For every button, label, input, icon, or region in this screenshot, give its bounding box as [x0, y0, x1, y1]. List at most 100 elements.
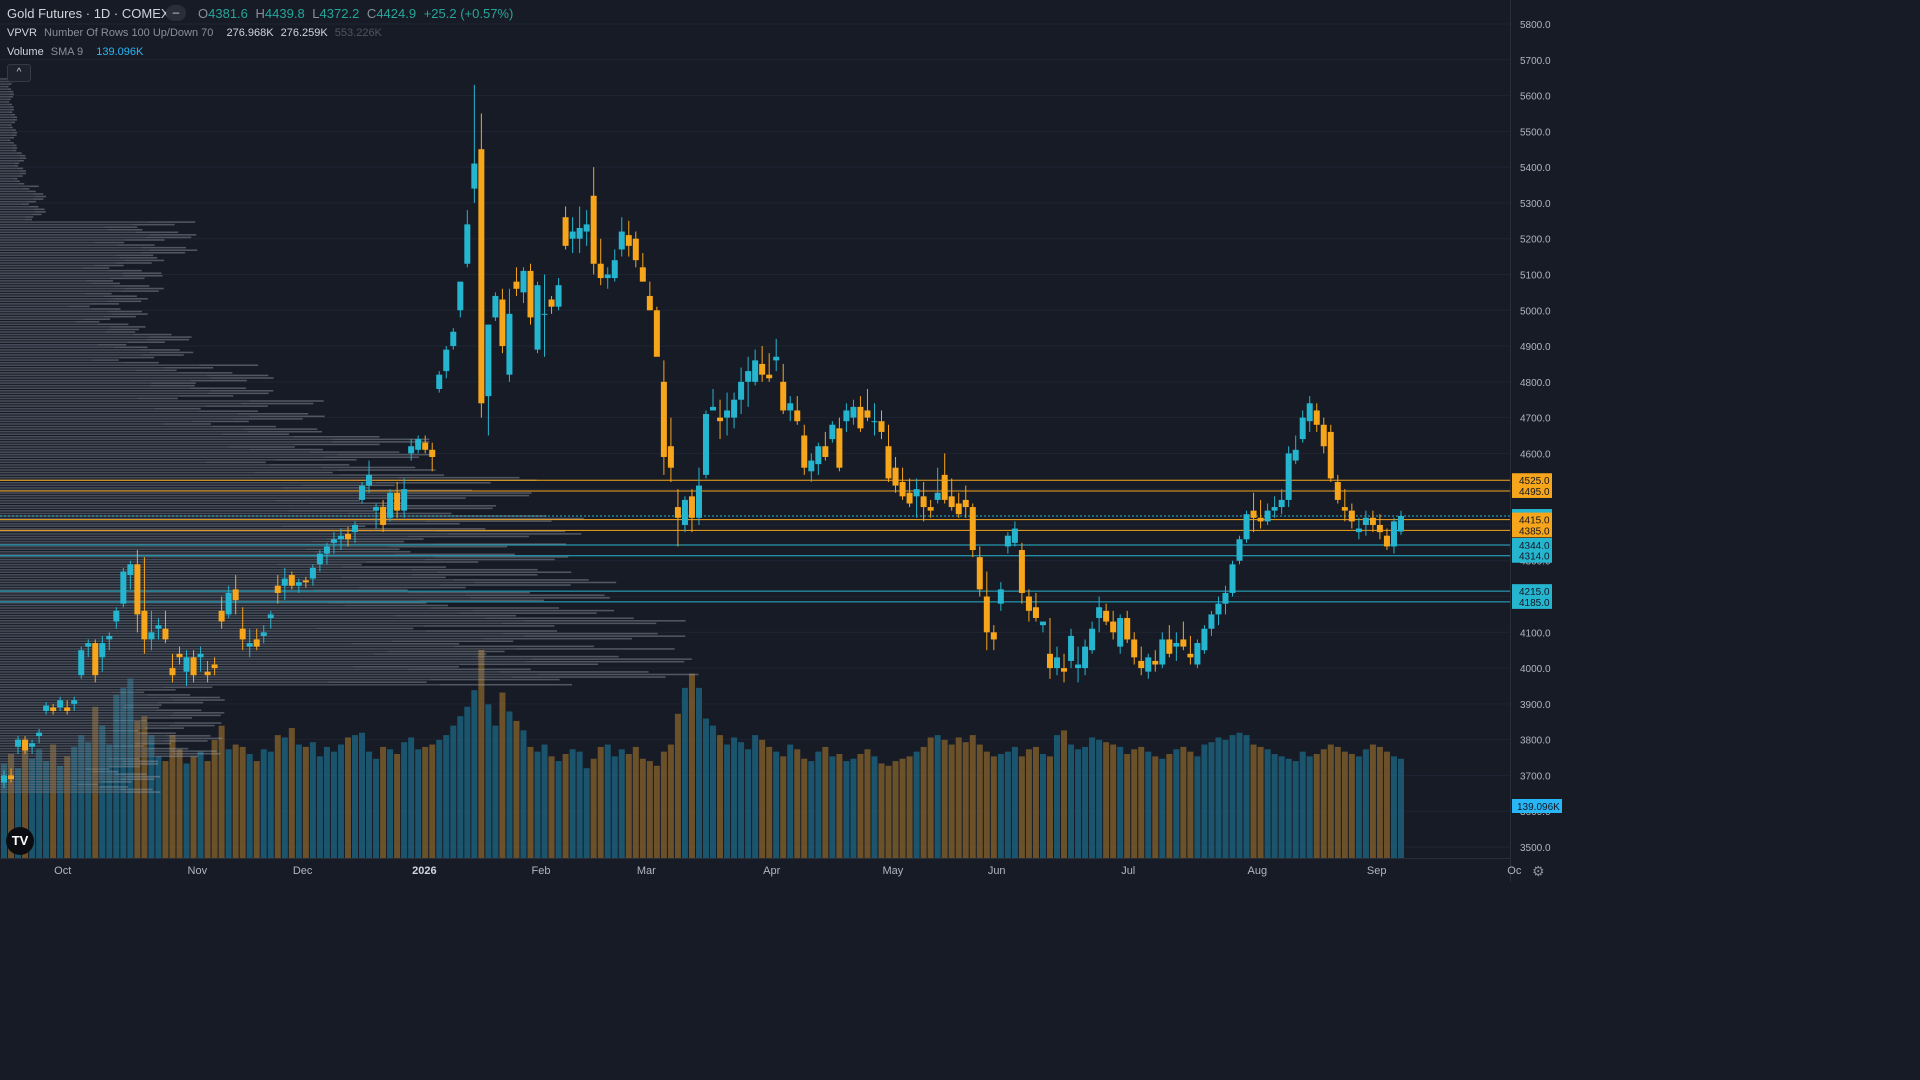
candle-body[interactable] [1278, 499, 1285, 508]
candle-body[interactable] [387, 492, 394, 518]
candle-body[interactable] [450, 331, 457, 347]
candle-body[interactable] [218, 610, 225, 622]
candle-body[interactable] [344, 533, 351, 540]
candle-body[interactable] [1264, 510, 1271, 522]
candle-body[interactable] [773, 356, 780, 361]
candle-body[interactable] [1166, 639, 1173, 654]
candle-body[interactable] [1236, 539, 1243, 561]
candle-body[interactable] [948, 496, 955, 508]
vpvr-legend[interactable]: VPVR Number Of Rows 100 Up/Down 70 276.9… [7, 27, 386, 39]
candle-body[interactable] [260, 632, 267, 636]
candle-body[interactable] [1306, 403, 1313, 422]
candle-body[interactable] [211, 664, 218, 669]
candle-body[interactable] [731, 399, 738, 418]
candle-body[interactable] [99, 643, 106, 658]
candle-body[interactable] [1208, 614, 1215, 629]
candle-body[interactable] [983, 596, 990, 633]
candle-body[interactable] [927, 507, 934, 511]
candle-body[interactable] [1103, 610, 1110, 622]
candle-body[interactable] [1341, 507, 1348, 511]
candle-body[interactable] [1383, 535, 1390, 547]
candle-body[interactable] [1257, 517, 1264, 522]
candle-body[interactable] [1292, 449, 1299, 461]
candle-body[interactable] [794, 410, 801, 422]
candle-body[interactable] [274, 585, 281, 593]
candle-body[interactable] [955, 503, 962, 515]
candle-body[interactable] [583, 224, 590, 232]
candle-body[interactable] [1075, 664, 1082, 669]
candle-body[interactable] [436, 374, 443, 389]
candle-body[interactable] [836, 428, 843, 468]
candle-body[interactable] [57, 700, 64, 708]
candle-body[interactable] [1145, 657, 1152, 672]
symbol-title[interactable]: Gold Futures · 1D · COMEX [7, 6, 170, 21]
candle-body[interactable] [1250, 510, 1257, 518]
candle-body[interactable] [499, 299, 506, 347]
candle-body[interactable] [815, 446, 822, 465]
candle-body[interactable] [78, 650, 85, 676]
candle-body[interactable] [548, 299, 555, 307]
candle-body[interactable] [590, 195, 597, 264]
candle-body[interactable] [162, 628, 169, 640]
candle-body[interactable] [1025, 596, 1032, 611]
candle-body[interactable] [316, 553, 323, 565]
candle-body[interactable] [295, 582, 302, 586]
candle-body[interactable] [373, 507, 380, 511]
candle-body[interactable] [120, 571, 127, 604]
candle-body[interactable] [1089, 628, 1096, 651]
candle-body[interactable] [688, 496, 695, 518]
candle-body[interactable] [850, 406, 857, 418]
candle-body[interactable] [302, 580, 309, 583]
gear-icon[interactable]: ⚙ [1532, 863, 1545, 879]
candle-body[interactable] [667, 446, 674, 468]
volume-legend[interactable]: Volume SMA 9 139.096K [7, 46, 147, 58]
candle-body[interactable] [1131, 639, 1138, 658]
candle-body[interactable] [22, 739, 29, 751]
candle-body[interactable] [1152, 660, 1159, 665]
candle-body[interactable] [148, 632, 155, 640]
candle-body[interactable] [962, 499, 969, 508]
candle-body[interactable] [653, 310, 660, 357]
candle-body[interactable] [190, 657, 197, 676]
candle-body[interactable] [1299, 417, 1306, 440]
candle-body[interactable] [787, 403, 794, 411]
candle-body[interactable] [246, 643, 253, 647]
candle-body[interactable] [562, 217, 569, 246]
candle-body[interactable] [752, 360, 759, 382]
candle-body[interactable] [1320, 424, 1327, 447]
candle-body[interactable] [1, 775, 7, 783]
tradingview-logo-icon[interactable]: TV [6, 827, 34, 855]
candle-body[interactable] [738, 381, 745, 400]
candle-body[interactable] [1313, 410, 1320, 425]
chevron-up-icon[interactable]: ^ [7, 64, 31, 82]
candle-body[interactable] [1187, 653, 1194, 658]
candle-body[interactable] [380, 507, 387, 525]
candle-body[interactable] [1018, 550, 1025, 593]
candle-body[interactable] [8, 775, 15, 780]
candle-body[interactable] [288, 575, 295, 586]
candle-body[interactable] [1397, 516, 1404, 532]
candle-body[interactable] [309, 567, 316, 579]
candle-body[interactable] [85, 643, 92, 647]
candle-body[interactable] [408, 446, 415, 454]
candle-body[interactable] [330, 539, 337, 543]
candle-body[interactable] [134, 564, 141, 615]
candle-body[interactable] [646, 295, 653, 311]
candle-body[interactable] [703, 414, 709, 475]
candle-body[interactable] [527, 270, 534, 318]
candle-body[interactable] [969, 507, 976, 551]
candle-body[interactable] [71, 700, 78, 704]
candle-body[interactable] [759, 363, 766, 375]
candle-body[interactable] [1117, 617, 1124, 647]
candle-body[interactable] [92, 643, 99, 676]
candle-body[interactable] [176, 653, 183, 658]
candle-body[interactable] [106, 635, 113, 640]
candle-body[interactable] [674, 507, 681, 518]
candle-body[interactable] [457, 281, 464, 311]
candle-body[interactable] [1376, 524, 1383, 533]
candle-body[interactable] [1348, 510, 1355, 522]
candle-body[interactable] [232, 589, 239, 601]
candle-body[interactable] [1369, 517, 1376, 525]
candle-body[interactable] [885, 446, 892, 479]
candle-body[interactable] [864, 410, 871, 418]
